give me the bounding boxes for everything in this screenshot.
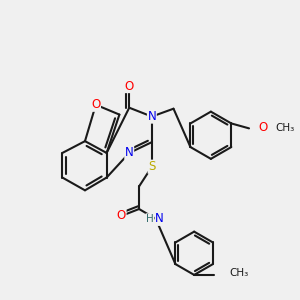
Text: H: H — [146, 214, 154, 224]
Text: CH₃: CH₃ — [230, 268, 249, 278]
Text: N: N — [148, 110, 156, 123]
Text: CH₃: CH₃ — [276, 123, 295, 134]
Text: N: N — [125, 146, 134, 160]
Text: O: O — [117, 209, 126, 222]
Text: O: O — [124, 80, 134, 93]
Text: S: S — [148, 160, 156, 173]
Text: O: O — [91, 98, 101, 111]
Text: N: N — [155, 212, 164, 225]
Text: O: O — [258, 121, 267, 134]
